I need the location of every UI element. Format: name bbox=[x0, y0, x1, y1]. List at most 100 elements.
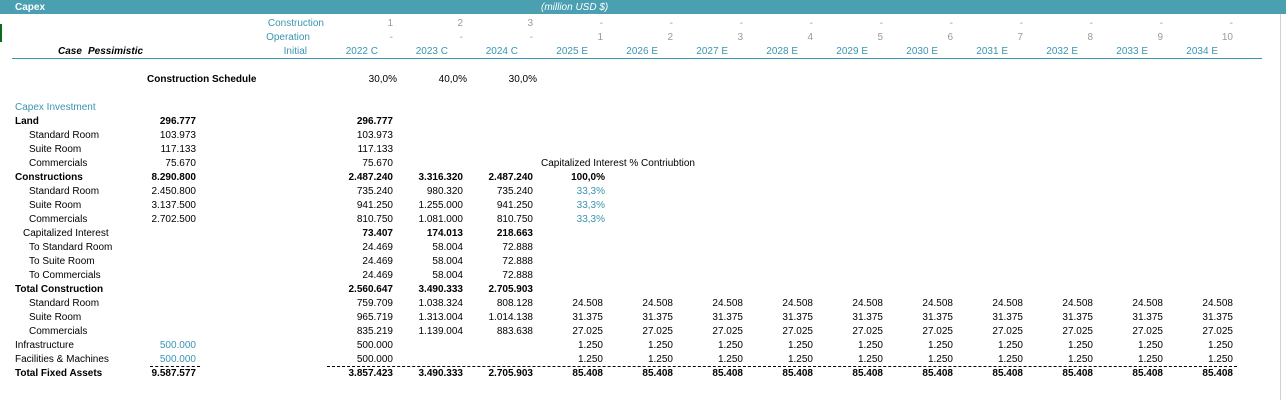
year-value[interactable]: 1.250 bbox=[577, 340, 603, 351]
year-value[interactable]: 759.709 bbox=[356, 298, 393, 309]
year-value[interactable]: 1.250 bbox=[1067, 354, 1093, 365]
year-value[interactable]: 27.025 bbox=[712, 326, 743, 337]
initial-value[interactable]: 3.137.500 bbox=[151, 200, 197, 211]
year-value[interactable]: 735.240 bbox=[356, 186, 393, 197]
year-value[interactable]: 58.004 bbox=[432, 270, 463, 281]
year-value[interactable]: 24.469 bbox=[362, 270, 393, 281]
initial-value[interactable]: 296.777 bbox=[159, 116, 196, 127]
year-value[interactable]: 3.490.333 bbox=[418, 368, 464, 379]
year-value[interactable]: 58.004 bbox=[432, 256, 463, 267]
year-value[interactable]: 296.777 bbox=[356, 116, 393, 127]
year-value[interactable]: 810.750 bbox=[496, 214, 533, 225]
year-value[interactable]: 1.250 bbox=[1137, 354, 1163, 365]
year-value[interactable]: 1.255.000 bbox=[418, 200, 464, 211]
year-value[interactable]: 31.375 bbox=[1202, 312, 1233, 323]
year-value[interactable]: 85.408 bbox=[992, 368, 1023, 379]
year-value[interactable]: 27.025 bbox=[852, 326, 883, 337]
year-value[interactable]: 735.240 bbox=[496, 186, 533, 197]
year-value[interactable]: 941.250 bbox=[496, 200, 533, 211]
initial-value[interactable]: 103.973 bbox=[159, 130, 196, 141]
year-value[interactable]: 1.250 bbox=[717, 340, 743, 351]
year-value[interactable]: 31.375 bbox=[1132, 312, 1163, 323]
year-value[interactable]: 24.508 bbox=[922, 298, 953, 309]
year-value[interactable]: 24.469 bbox=[362, 256, 393, 267]
year-value[interactable]: 31.375 bbox=[572, 312, 603, 323]
case-value[interactable]: Pessimistic bbox=[88, 46, 144, 57]
year-value[interactable]: 1.250 bbox=[857, 354, 883, 365]
initial-value[interactable]: 9.587.577 bbox=[151, 368, 197, 379]
year-value[interactable]: 1.250 bbox=[717, 354, 743, 365]
year-value[interactable]: 24.508 bbox=[642, 298, 673, 309]
year-value[interactable]: 31.375 bbox=[922, 312, 953, 323]
year-value[interactable]: 810.750 bbox=[356, 214, 393, 225]
initial-value[interactable]: 117.133 bbox=[160, 144, 196, 155]
year-value[interactable]: 1.250 bbox=[997, 354, 1023, 365]
year-value[interactable]: 85.408 bbox=[712, 368, 743, 379]
year-value[interactable]: 24.469 bbox=[362, 242, 393, 253]
initial-value[interactable]: 500.000 bbox=[159, 354, 196, 365]
contribution-value[interactable]: 100,0% bbox=[571, 172, 605, 183]
year-value[interactable]: 72.888 bbox=[502, 256, 533, 267]
year-value[interactable]: 1.250 bbox=[1207, 340, 1233, 351]
year-value[interactable]: 1.250 bbox=[997, 340, 1023, 351]
initial-value[interactable]: 8.290.800 bbox=[151, 172, 197, 183]
year-value[interactable]: 1.250 bbox=[1067, 340, 1093, 351]
schedule-value[interactable]: 40,0% bbox=[438, 74, 467, 85]
year-value[interactable]: 1.250 bbox=[647, 354, 673, 365]
schedule-value[interactable]: 30,0% bbox=[368, 74, 397, 85]
year-value[interactable]: 1.313.004 bbox=[418, 312, 464, 323]
year-value[interactable]: 1.250 bbox=[927, 340, 953, 351]
year-value[interactable]: 1.250 bbox=[787, 340, 813, 351]
year-value[interactable]: 31.375 bbox=[852, 312, 883, 323]
year-value[interactable]: 500.000 bbox=[356, 340, 393, 351]
year-value[interactable]: 103.973 bbox=[356, 130, 393, 141]
year-value[interactable]: 27.025 bbox=[992, 326, 1023, 337]
year-value[interactable]: 1.139.004 bbox=[418, 326, 464, 337]
year-value[interactable]: 31.375 bbox=[782, 312, 813, 323]
year-value[interactable]: 2.487.240 bbox=[488, 172, 534, 183]
year-value[interactable]: 1.250 bbox=[787, 354, 813, 365]
year-value[interactable]: 2.705.903 bbox=[488, 284, 534, 295]
year-value[interactable]: 24.508 bbox=[1132, 298, 1163, 309]
contribution-value[interactable]: 33,3% bbox=[576, 186, 605, 197]
year-value[interactable]: 31.375 bbox=[992, 312, 1023, 323]
year-value[interactable]: 1.250 bbox=[577, 354, 603, 365]
year-value[interactable]: 27.025 bbox=[1132, 326, 1163, 337]
year-value[interactable]: 1.038.324 bbox=[418, 298, 464, 309]
year-value[interactable]: 27.025 bbox=[572, 326, 603, 337]
year-value[interactable]: 73.407 bbox=[362, 228, 393, 239]
year-value[interactable]: 31.375 bbox=[642, 312, 673, 323]
year-value[interactable]: 72.888 bbox=[502, 242, 533, 253]
year-value[interactable]: 27.025 bbox=[1202, 326, 1233, 337]
year-value[interactable]: 174.013 bbox=[426, 228, 463, 239]
year-value[interactable]: 85.408 bbox=[572, 368, 603, 379]
year-value[interactable]: 3.857.423 bbox=[348, 368, 394, 379]
year-value[interactable]: 117.133 bbox=[357, 144, 393, 155]
year-value[interactable]: 2.560.647 bbox=[348, 284, 394, 295]
year-value[interactable]: 2.487.240 bbox=[348, 172, 394, 183]
year-value[interactable]: 31.375 bbox=[712, 312, 743, 323]
year-value[interactable]: 808.128 bbox=[496, 298, 533, 309]
year-value[interactable]: 75.670 bbox=[362, 158, 393, 169]
year-value[interactable]: 24.508 bbox=[852, 298, 883, 309]
year-value[interactable]: 24.508 bbox=[1202, 298, 1233, 309]
contribution-value[interactable]: 33,3% bbox=[576, 200, 605, 211]
year-value[interactable]: 2.705.903 bbox=[488, 368, 534, 379]
year-value[interactable]: 835.219 bbox=[356, 326, 393, 337]
contribution-value[interactable]: 33,3% bbox=[576, 214, 605, 225]
year-value[interactable]: 3.490.333 bbox=[418, 284, 464, 295]
year-value[interactable]: 27.025 bbox=[922, 326, 953, 337]
year-value[interactable]: 85.408 bbox=[782, 368, 813, 379]
initial-value[interactable]: 2.450.800 bbox=[151, 186, 197, 197]
year-value[interactable]: 27.025 bbox=[782, 326, 813, 337]
initial-value[interactable]: 500.000 bbox=[159, 340, 196, 351]
year-value[interactable]: 1.250 bbox=[1207, 354, 1233, 365]
year-value[interactable]: 85.408 bbox=[1132, 368, 1163, 379]
year-value[interactable]: 24.508 bbox=[572, 298, 603, 309]
year-value[interactable]: 85.408 bbox=[1202, 368, 1233, 379]
year-value[interactable]: 1.014.138 bbox=[488, 312, 534, 323]
year-value[interactable]: 1.250 bbox=[857, 340, 883, 351]
year-value[interactable]: 58.004 bbox=[432, 242, 463, 253]
year-value[interactable]: 31.375 bbox=[1062, 312, 1093, 323]
initial-value[interactable]: 2.702.500 bbox=[151, 214, 197, 225]
